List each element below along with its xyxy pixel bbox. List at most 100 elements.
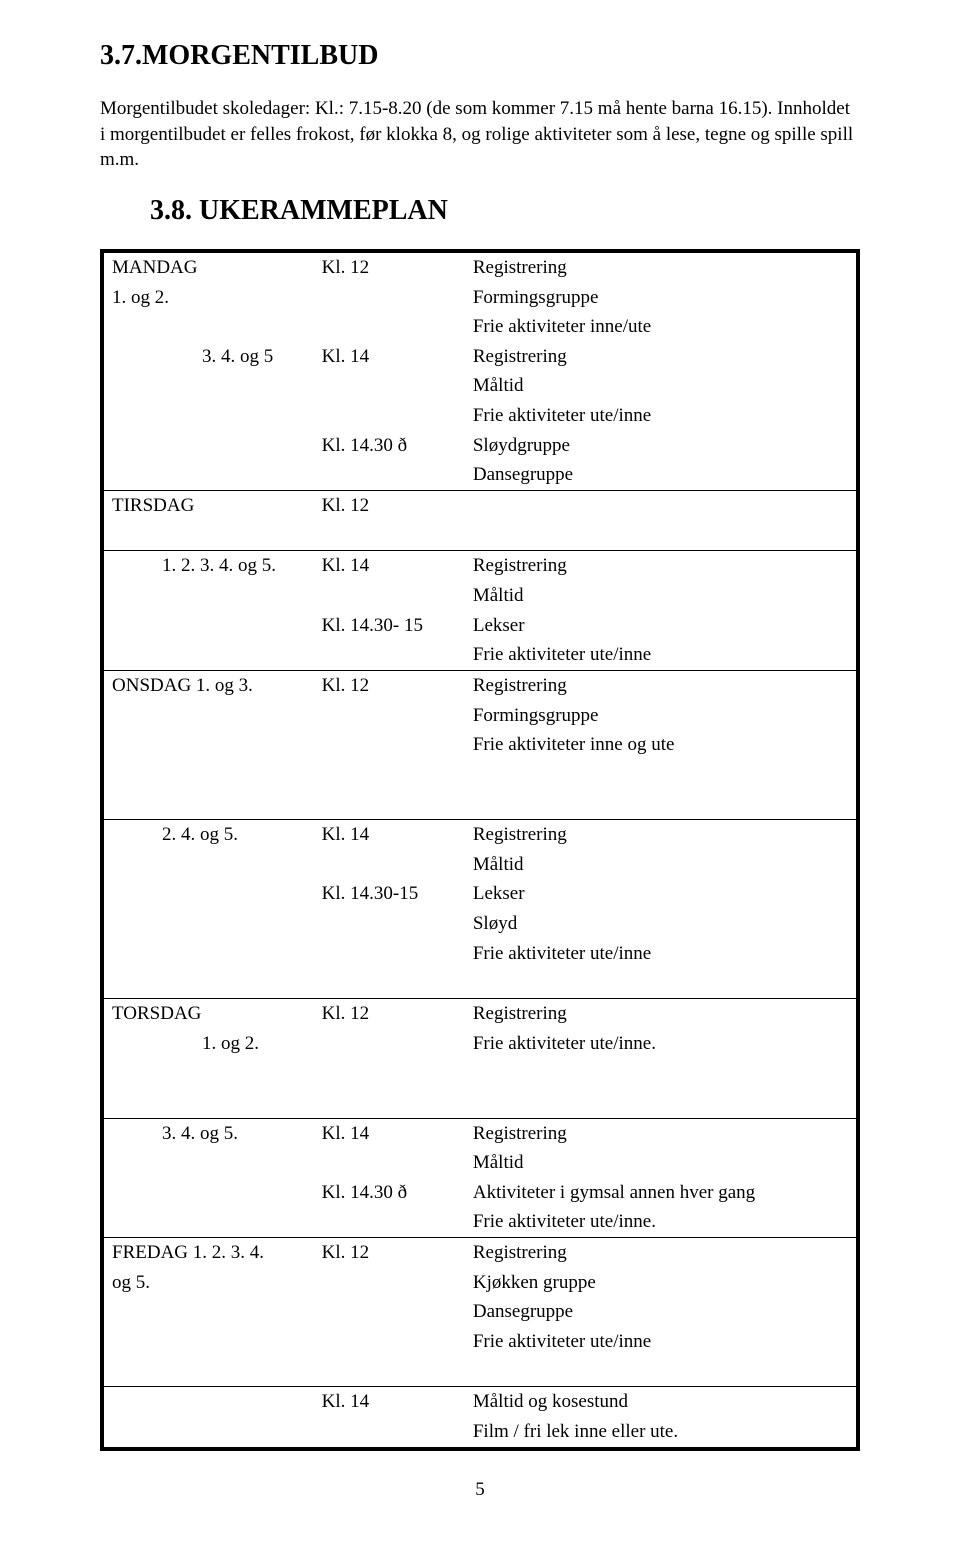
table-row: MANDAGKl. 12Registrering [102, 251, 858, 283]
table-row: Kl. 14.30 ðSløydgruppe [102, 431, 858, 461]
cell-time: Kl. 14 [314, 342, 465, 372]
table-row: TIRSDAGKl. 12 [102, 491, 858, 521]
cell-day [102, 1207, 314, 1237]
cell-day: TORSDAG [102, 998, 314, 1028]
cell-time [314, 850, 465, 880]
cell-activity: Registrering [465, 998, 858, 1028]
cell-day: og 5. [102, 1268, 314, 1298]
cell-activity: Måltid [465, 371, 858, 401]
cell-day [102, 1148, 314, 1178]
cell-time [314, 1417, 465, 1449]
cell-day [102, 1417, 314, 1449]
cell-time [314, 1268, 465, 1298]
cell-time [314, 909, 465, 939]
cell-time [314, 1058, 465, 1088]
cell-time: Kl. 12 [314, 1238, 465, 1268]
cell-day [102, 939, 314, 969]
cell-day [102, 879, 314, 909]
table-row: 1. og 2.Frie aktiviteter ute/inne. [102, 1029, 858, 1059]
cell-activity [465, 760, 858, 790]
cell-activity: Måltid [465, 581, 858, 611]
cell-day: 1. og 2. [102, 1029, 314, 1059]
cell-activity: Dansegruppe [465, 1297, 858, 1327]
cell-activity: Formingsgruppe [465, 283, 858, 313]
cell-time [314, 730, 465, 760]
cell-time: Kl. 14 [314, 1387, 465, 1417]
table-row: Måltid [102, 1148, 858, 1178]
intro-paragraph: Morgentilbudet skoledager: Kl.: 7.15-8.2… [100, 96, 860, 173]
cell-day [102, 909, 314, 939]
table-row: 3. 4. og 5.Kl. 14Registrering [102, 1118, 858, 1148]
cell-day [102, 312, 314, 342]
cell-time [314, 1297, 465, 1327]
document-page: 3.7.MORGENTILBUD Morgentilbudet skoledag… [0, 0, 960, 1531]
cell-day [102, 401, 314, 431]
cell-time [314, 1207, 465, 1237]
cell-time [314, 640, 465, 670]
cell-activity: Registrering [465, 342, 858, 372]
cell-activity: Kjøkken gruppe [465, 1268, 858, 1298]
cell-activity: Frie aktiviteter inne og ute [465, 730, 858, 760]
cell-activity: Frie aktiviteter ute/inne [465, 1327, 858, 1357]
cell-time [314, 401, 465, 431]
cell-activity [465, 1088, 858, 1118]
cell-day [102, 431, 314, 461]
cell-day [102, 1058, 314, 1088]
table-row: FREDAG 1. 2. 3. 4.Kl. 12Registrering [102, 1238, 858, 1268]
schedule-table: MANDAGKl. 12Registrering1. og 2.Formings… [100, 249, 860, 1451]
table-row: Frie aktiviteter ute/inne. [102, 1207, 858, 1237]
cell-time [314, 939, 465, 969]
cell-activity: Lekser [465, 611, 858, 641]
cell-day: TIRSDAG [102, 491, 314, 521]
cell-time: Kl. 12 [314, 670, 465, 700]
cell-day [102, 1327, 314, 1357]
cell-time: Kl. 14.30 ð [314, 1178, 465, 1208]
cell-activity: Registrering [465, 251, 858, 283]
cell-day [102, 850, 314, 880]
table-row: 2. 4. og 5.Kl. 14Registrering [102, 820, 858, 850]
table-row: Kl. 14.30-15Lekser [102, 879, 858, 909]
cell-time [314, 701, 465, 731]
cell-activity: Formingsgruppe [465, 701, 858, 731]
cell-activity: Måltid [465, 1148, 858, 1178]
cell-day [102, 1297, 314, 1327]
cell-day [102, 1387, 314, 1417]
table-row: Frie aktiviteter ute/inne [102, 401, 858, 431]
cell-day: ONSDAG 1. og 3. [102, 670, 314, 700]
table-row: Måltid [102, 581, 858, 611]
section-heading-2: 3.8. UKERAMMEPLAN [150, 195, 860, 227]
table-row: Måltid [102, 850, 858, 880]
cell-time [314, 789, 465, 819]
cell-activity: Sløyd [465, 909, 858, 939]
table-row: og 5. Kjøkken gruppe [102, 1268, 858, 1298]
cell-day [102, 730, 314, 760]
cell-day: 1. og 2. [102, 283, 314, 313]
table-row: Kl. 14.30 ðAktiviteter i gymsal annen hv… [102, 1178, 858, 1208]
cell-day: 2. 4. og 5. [102, 820, 314, 850]
cell-day [102, 1357, 314, 1387]
cell-time [314, 283, 465, 313]
table-row: ONSDAG 1. og 3.Kl. 12Registrering [102, 670, 858, 700]
cell-day [102, 701, 314, 731]
cell-day: MANDAG [102, 251, 314, 283]
table-row [102, 1357, 858, 1387]
cell-day [102, 760, 314, 790]
cell-day: FREDAG 1. 2. 3. 4. [102, 1238, 314, 1268]
cell-activity [465, 491, 858, 521]
cell-time [314, 312, 465, 342]
cell-day: 3. 4. og 5. [102, 1118, 314, 1148]
table-row: Frie aktiviteter ute/inne [102, 939, 858, 969]
cell-activity: Frie aktiviteter inne/ute [465, 312, 858, 342]
table-row: Kl. 14Måltid og kosestund [102, 1387, 858, 1417]
table-row: 1. 2. 3. 4. og 5.Kl. 14Registrering [102, 551, 858, 581]
cell-activity: Film / fri lek inne eller ute. [465, 1417, 858, 1449]
table-row [102, 789, 858, 819]
cell-activity [465, 1357, 858, 1387]
cell-day [102, 1088, 314, 1118]
table-row: Måltid [102, 371, 858, 401]
cell-day [102, 521, 314, 551]
cell-time: Kl. 12 [314, 998, 465, 1028]
cell-activity: Måltid og kosestund [465, 1387, 858, 1417]
cell-time: Kl. 14.30- 15 [314, 611, 465, 641]
cell-time [314, 968, 465, 998]
